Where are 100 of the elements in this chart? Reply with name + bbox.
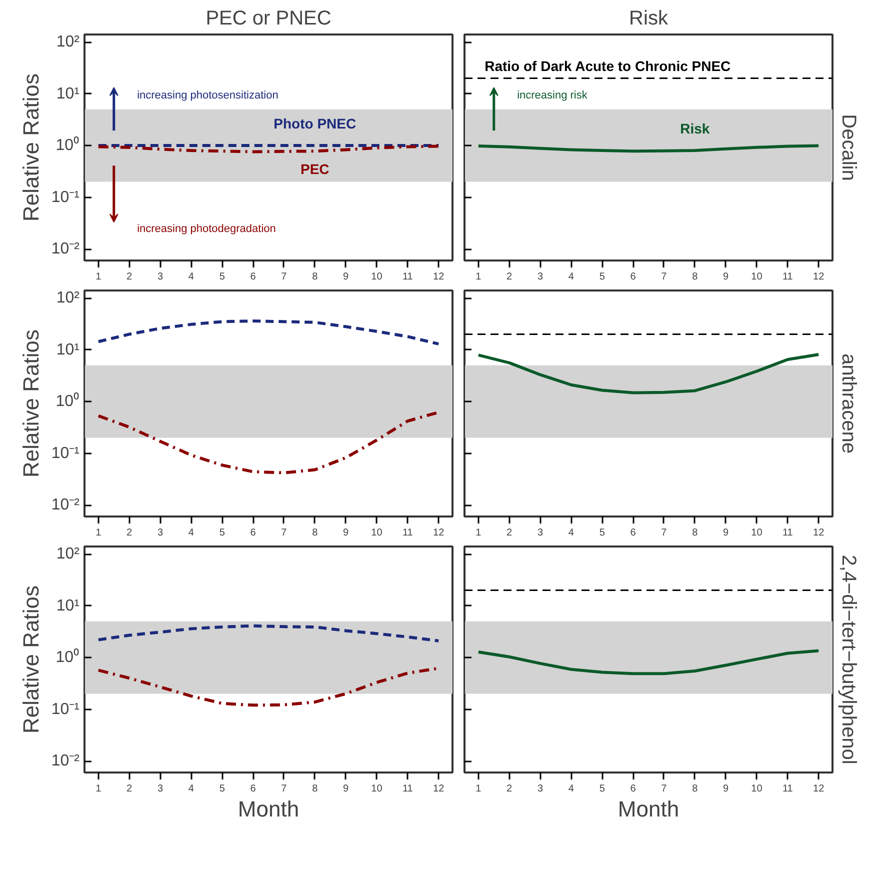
- x-tick-label: 2: [126, 528, 133, 538]
- x-tick-label: 8: [692, 272, 698, 282]
- y-tick-label: 10⁻¹: [51, 700, 80, 718]
- y-axis-title: Relative Ratios: [18, 330, 44, 478]
- y-tick-label: 10¹: [56, 85, 80, 102]
- x-tick-label: 12: [813, 784, 825, 794]
- x-tick-label: 8: [692, 528, 698, 538]
- x-tick-label: 2: [126, 784, 133, 794]
- x-tick-label: 7: [281, 528, 288, 538]
- y-tick-label: 10⁻²: [51, 496, 80, 514]
- x-tick-label: 12: [813, 272, 825, 282]
- x-tick-label: 6: [250, 784, 256, 794]
- y-axis-title: Relative Ratios: [18, 74, 44, 222]
- x-tick-label: 6: [630, 784, 636, 794]
- x-tick-label: 9: [723, 784, 730, 794]
- x-tick-label: 5: [599, 784, 606, 794]
- x-tick-label: 7: [281, 272, 288, 282]
- x-tick-label: 7: [281, 784, 288, 794]
- x-tick-label: 9: [343, 784, 350, 794]
- x-tick-label: 8: [692, 784, 698, 794]
- x-tick-label: 12: [433, 784, 445, 794]
- line-series: [96, 624, 440, 642]
- y-tick-label: 10²: [56, 290, 80, 307]
- y-tick-label: 10⁰: [56, 136, 80, 154]
- chart-title: PEC or PNEC: [206, 8, 332, 30]
- series-label: Risk: [680, 120, 710, 137]
- x-tick-label: 10: [751, 784, 763, 794]
- x-tick-label: 10: [371, 272, 383, 282]
- x-tick-label: 5: [219, 272, 226, 282]
- x-tick-label: 6: [250, 528, 256, 538]
- x-tick-label: 5: [219, 784, 226, 794]
- x-tick-label: 4: [188, 784, 194, 794]
- x-tick-label: 4: [568, 272, 574, 282]
- x-axis-title: Month: [618, 796, 680, 822]
- y-tick-label: 10⁻¹: [51, 444, 80, 462]
- x-tick-label: 11: [402, 528, 414, 538]
- x-tick-label: 4: [568, 528, 574, 538]
- series-label: Photo PNEC: [274, 116, 356, 132]
- x-tick-label: 8: [312, 784, 318, 794]
- x-tick-label: 10: [751, 272, 763, 282]
- x-tick-label: 1: [476, 272, 482, 282]
- ref-line-label: Ratio of Dark Acute to Chronic PNEC: [484, 58, 731, 74]
- x-tick-label: 12: [813, 528, 825, 538]
- x-tick-label: 9: [723, 528, 730, 538]
- y-axis-title: Relative Ratios: [18, 586, 44, 734]
- x-tick-label: 11: [782, 272, 794, 282]
- x-tick-label: 10: [751, 528, 763, 538]
- annotation: increasing photodegradation: [137, 222, 276, 235]
- x-tick-label: 1: [96, 528, 102, 538]
- x-tick-label: 6: [630, 272, 636, 282]
- x-tick-label: 9: [723, 272, 730, 282]
- x-tick-label: 8: [312, 528, 318, 538]
- annotation: increasing photosensitization: [137, 90, 278, 102]
- line-series: [96, 320, 440, 346]
- x-tick-label: 7: [661, 272, 668, 282]
- x-tick-label: 6: [630, 528, 636, 538]
- x-tick-label: 3: [157, 784, 164, 794]
- x-tick-label: 11: [782, 528, 794, 538]
- x-tick-label: 9: [343, 528, 350, 538]
- y2-axis-title: anthracene: [838, 353, 860, 454]
- y-tick-label: 10⁰: [56, 392, 80, 410]
- y-tick-label: 10¹: [56, 341, 80, 358]
- y-tick-label: 10⁻¹: [51, 188, 80, 206]
- x-tick-label: 3: [537, 272, 544, 282]
- x-tick-label: 2: [506, 784, 513, 794]
- x-tick-label: 4: [188, 528, 194, 538]
- x-tick-label: 11: [402, 784, 414, 794]
- x-tick-label: 1: [476, 784, 482, 794]
- x-tick-label: 4: [568, 784, 574, 794]
- x-axis-title: Month: [238, 796, 300, 822]
- x-tick-label: 1: [96, 784, 102, 794]
- y-tick-label: 10¹: [56, 597, 80, 614]
- x-tick-label: 1: [476, 528, 482, 538]
- annotation: increasing risk: [517, 90, 588, 102]
- x-tick-label: 7: [661, 528, 668, 538]
- x-tick-label: 8: [312, 272, 318, 282]
- x-tick-label: 4: [188, 272, 194, 282]
- y-tick-label: 10⁰: [56, 648, 80, 666]
- x-tick-label: 11: [402, 272, 414, 282]
- x-tick-label: 5: [599, 272, 606, 282]
- y-tick-label: 10²: [56, 34, 80, 51]
- y-tick-label: 10⁻²: [51, 240, 80, 258]
- x-tick-label: 3: [157, 272, 164, 282]
- y-tick-label: 10²: [56, 546, 80, 563]
- x-tick-label: 12: [433, 272, 445, 282]
- x-tick-label: 6: [250, 272, 256, 282]
- y2-axis-title: 2,4−di−tert−butylphenol: [838, 554, 860, 764]
- x-tick-label: 3: [537, 528, 544, 538]
- chart-title: Risk: [629, 8, 669, 30]
- x-tick-label: 2: [506, 528, 513, 538]
- x-tick-label: 1: [96, 272, 102, 282]
- x-tick-label: 2: [126, 272, 133, 282]
- x-tick-label: 5: [599, 528, 606, 538]
- x-tick-label: 11: [782, 784, 794, 794]
- y2-axis-title: Decalin: [838, 114, 860, 181]
- x-tick-label: 3: [537, 784, 544, 794]
- x-tick-label: 9: [343, 272, 350, 282]
- x-tick-label: 3: [157, 528, 164, 538]
- x-tick-label: 10: [371, 784, 383, 794]
- x-tick-label: 12: [433, 528, 445, 538]
